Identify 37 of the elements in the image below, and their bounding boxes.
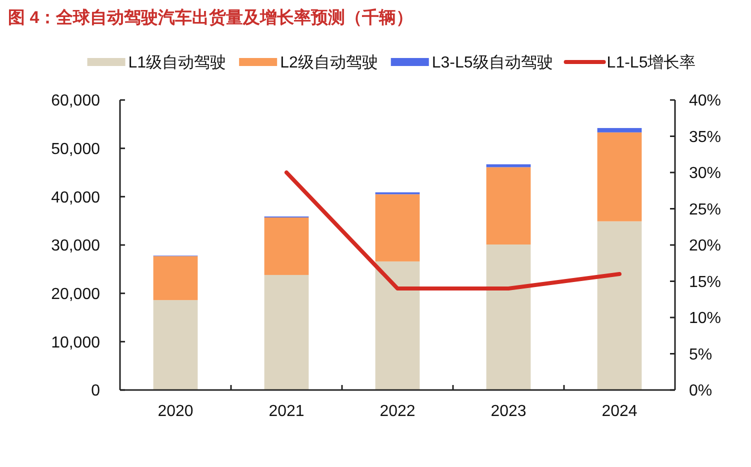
- y2-tick-label: 40%: [689, 92, 722, 110]
- bar: [264, 217, 309, 275]
- bar: [375, 194, 420, 262]
- y2-tick-label: 5%: [689, 346, 712, 364]
- y2-tick-label: 10%: [689, 310, 722, 328]
- bar: [597, 221, 642, 390]
- bar: [486, 244, 531, 390]
- bar: [153, 256, 198, 300]
- legend-label: L2级自动驾驶: [280, 54, 378, 72]
- y2-tick-label: 15%: [689, 274, 722, 291]
- x-tick-label: 2020: [158, 403, 194, 420]
- x-tick-label: 2023: [490, 403, 526, 420]
- y-tick-label: 40,000: [51, 189, 100, 206]
- y2-tick-label: 20%: [689, 238, 722, 255]
- x-tick-label: 2024: [602, 403, 638, 420]
- bar: [486, 167, 531, 245]
- bar: [597, 128, 642, 132]
- y-tick-label: 0: [91, 382, 100, 400]
- bar: [264, 274, 309, 390]
- y-tick-label: 30,000: [51, 238, 100, 255]
- legend-label: L1-L5增长率: [606, 54, 696, 72]
- y2-tick-label: 35%: [689, 128, 722, 146]
- x-tick-label: 2021: [268, 403, 304, 420]
- y-tick-label: 60,000: [51, 92, 100, 110]
- y2-tick-label: 30%: [689, 165, 722, 182]
- chart-title: 图 4：全球自动驾驶汽车出货量及增长率预测（千辆）: [8, 8, 414, 27]
- x-tick-label: 2022: [380, 403, 416, 420]
- y2-tick-label: 0%: [689, 382, 712, 400]
- y-tick-label: 10,000: [51, 334, 100, 352]
- legend-label: L3-L5级自动驾驶: [432, 54, 553, 72]
- bar: [597, 132, 642, 222]
- y-tick-label: 50,000: [51, 140, 100, 158]
- bar: [153, 300, 198, 390]
- y2-tick-label: 25%: [689, 201, 722, 218]
- legend-label: L1级自动驾驶: [128, 54, 226, 72]
- y-tick-label: 20,000: [51, 286, 100, 303]
- bar: [375, 261, 420, 390]
